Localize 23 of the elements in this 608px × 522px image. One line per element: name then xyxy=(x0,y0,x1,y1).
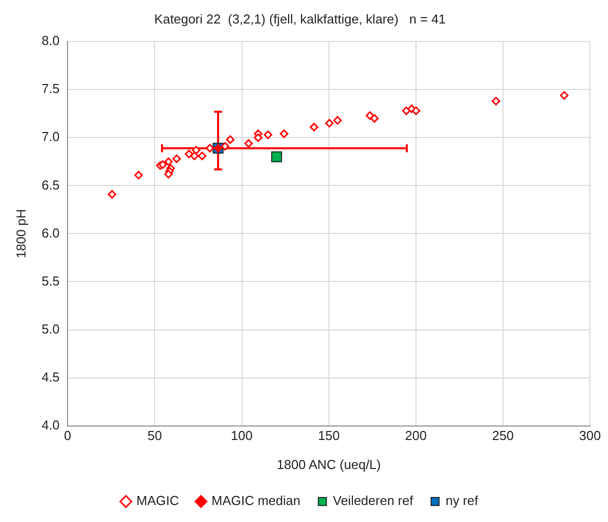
y-tick-label: 7.5 xyxy=(42,81,60,96)
y-tick-label: 4.0 xyxy=(42,417,60,432)
chart-title: Kategori 22 (3,2,1) (fjell, kalkfattige, klare) n = 41 xyxy=(154,11,446,26)
legend-label: ny ref xyxy=(446,493,478,508)
x-tick-label: 50 xyxy=(147,428,162,444)
legend-label: MAGIC median xyxy=(212,493,300,508)
x-tick-label: 0 xyxy=(64,428,72,444)
legend-label: MAGIC xyxy=(136,493,180,508)
x-tick-label: 300 xyxy=(579,428,601,444)
y-tick-label: 7.0 xyxy=(42,129,60,144)
y-tick-label: 6.0 xyxy=(42,225,60,240)
legend-label: Veilederen ref xyxy=(332,493,414,508)
x-tick-label: 250 xyxy=(492,428,514,444)
y-tick-label: 8.0 xyxy=(42,33,60,48)
y-tick-label: 4.5 xyxy=(42,369,60,384)
x-tick-label: 200 xyxy=(405,428,427,444)
y-axis-title: 1800 pH xyxy=(13,209,28,258)
y-tick-label: 5.0 xyxy=(42,321,60,336)
y-tick-label: 6.5 xyxy=(42,177,60,192)
x-tick-label: 100 xyxy=(230,428,253,444)
x-axis-title: 1800 ANC (ueq/L) xyxy=(276,456,381,472)
x-tick-label: 150 xyxy=(318,428,340,444)
y-tick-label: 5.5 xyxy=(42,273,60,288)
